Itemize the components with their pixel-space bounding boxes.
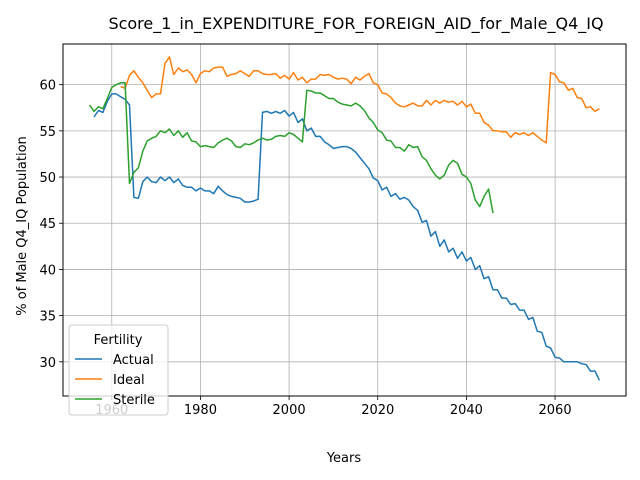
- legend-entries: Actual Ideal Sterile: [75, 353, 155, 408]
- x-tick-label: 2000: [273, 403, 306, 418]
- legend-label-actual: Actual: [113, 353, 154, 368]
- plot-frame: [62, 43, 627, 397]
- x-tick-label: 2060: [539, 403, 572, 418]
- series-line-sterile: [88, 82, 494, 214]
- legend-box: [68, 324, 169, 416]
- x-tick-label: 2020: [361, 403, 394, 418]
- legend-title: Fertility: [94, 333, 143, 348]
- chart-title: Score_1_in_EXPENDITURE_FOR_FOREIGN_AID_f…: [108, 14, 603, 34]
- legend-label-sterile: Sterile: [113, 393, 155, 408]
- x-tick-label: 2040: [450, 403, 483, 418]
- series-line-actual: [93, 93, 601, 381]
- grid: [63, 44, 626, 396]
- y-tick-label: 45: [39, 217, 56, 232]
- legend: Fertility Actual Ideal Sterile: [68, 324, 169, 416]
- series-lines: [88, 56, 601, 381]
- y-tick-label: 50: [39, 171, 56, 186]
- y-axis-label: % of Male Q4_IQ Population: [15, 136, 30, 316]
- series-line-ideal: [120, 56, 600, 144]
- y-tick-label: 35: [39, 310, 56, 325]
- y-tick-label: 55: [39, 125, 56, 140]
- y-tick-label: 30: [39, 356, 56, 371]
- x-tick-label: 1980: [184, 403, 217, 418]
- x-axis-label: Years: [326, 451, 362, 466]
- y-axis: 30 35 40 45 50 55 60: [39, 79, 63, 371]
- y-tick-label: 60: [39, 79, 56, 94]
- y-tick-label: 40: [39, 263, 56, 278]
- legend-label-ideal: Ideal: [113, 373, 145, 388]
